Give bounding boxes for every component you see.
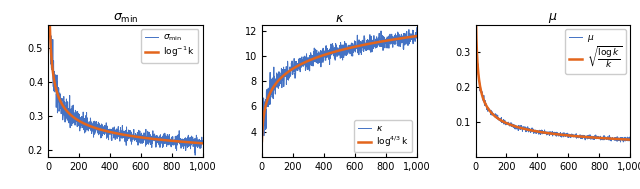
$\mu$ xyxy=(617,141,625,143)
$\kappa$ xyxy=(258,146,266,149)
$\log^{-1}\mathrm{k}$ xyxy=(165,139,173,142)
$\mu$ xyxy=(534,131,542,134)
$\log^{4/3}\mathrm{k}$ xyxy=(413,35,420,37)
$\log^{-1}\mathrm{k}$ xyxy=(168,140,175,142)
$\sqrt{\dfrac{\log k}{k}}$ xyxy=(540,131,548,134)
Legend: $\kappa$, $\log^{4/3}\mathrm{k}$: $\kappa$, $\log^{4/3}\mathrm{k}$ xyxy=(354,120,412,152)
$\sqrt{\dfrac{\log k}{k}}$ xyxy=(593,137,600,139)
$\sqrt{\dfrac{\log k}{k}}$ xyxy=(627,139,634,141)
$\mu$ xyxy=(578,137,586,140)
$\log^{4/3}\mathrm{k}$ xyxy=(321,54,328,56)
Line: $\log^{-1}\mathrm{k}$: $\log^{-1}\mathrm{k}$ xyxy=(48,0,203,143)
$\mu$ xyxy=(595,137,603,139)
$\log^{-1}\mathrm{k}$ xyxy=(113,132,120,134)
$\log^{-1}\mathrm{k}$ xyxy=(60,106,68,108)
$\log^{4/3}\mathrm{k}$ xyxy=(379,40,387,43)
$\log^{-1}\mathrm{k}$ xyxy=(150,138,158,140)
$\kappa$ xyxy=(379,37,387,39)
$\sigma_{\min}$ xyxy=(199,139,207,142)
$\kappa$ xyxy=(274,77,282,79)
Line: $\log^{4/3}\mathrm{k}$: $\log^{4/3}\mathrm{k}$ xyxy=(262,36,417,141)
Line: $\kappa$: $\kappa$ xyxy=(262,28,417,147)
$\kappa$ xyxy=(326,50,334,53)
$\log^{4/3}\mathrm{k}$ xyxy=(258,140,266,142)
$\sigma_{\min}$ xyxy=(107,129,115,132)
$\log^{4/3}\mathrm{k}$ xyxy=(326,52,334,54)
$\log^{-1}\mathrm{k}$ xyxy=(107,131,115,133)
$\sigma_{\min}$ xyxy=(60,109,68,111)
Title: $\kappa$: $\kappa$ xyxy=(335,12,344,25)
$\mu$ xyxy=(593,138,600,140)
$\mu$ xyxy=(488,113,495,115)
$\kappa$ xyxy=(258,141,266,143)
$\sqrt{\dfrac{\log k}{k}}$ xyxy=(578,136,586,138)
$\kappa$ xyxy=(413,27,420,29)
Line: $\sigma_{\min}$: $\sigma_{\min}$ xyxy=(48,0,203,155)
$\kappa$ xyxy=(365,42,372,44)
$\sqrt{\dfrac{\log k}{k}}$ xyxy=(534,131,542,133)
$\mu$ xyxy=(540,131,548,134)
$\log^{4/3}\mathrm{k}$ xyxy=(364,43,372,45)
$\log^{4/3}\mathrm{k}$ xyxy=(381,40,389,42)
$\log^{-1}\mathrm{k}$ xyxy=(199,142,207,144)
$\sigma_{\min}$ xyxy=(165,144,173,146)
Legend: $\mu$, $\sqrt{\dfrac{\log k}{k}}$: $\mu$, $\sqrt{\dfrac{\log k}{k}}$ xyxy=(565,29,626,74)
$\log^{4/3}\mathrm{k}$ xyxy=(274,80,282,82)
Legend: $\sigma_{\min}$, $\log^{-1}\mathrm{k}$: $\sigma_{\min}$, $\log^{-1}\mathrm{k}$ xyxy=(141,29,198,63)
$\sigma_{\min}$ xyxy=(113,133,120,135)
Title: $\mu$: $\mu$ xyxy=(548,11,557,25)
$\sqrt{\dfrac{\log k}{k}}$ xyxy=(595,137,603,139)
Line: $\sqrt{\dfrac{\log k}{k}}$: $\sqrt{\dfrac{\log k}{k}}$ xyxy=(476,0,630,140)
Title: $\sigma_{\min}$: $\sigma_{\min}$ xyxy=(113,12,138,25)
$\sigma_{\min}$ xyxy=(150,135,158,137)
$\sqrt{\dfrac{\log k}{k}}$ xyxy=(488,112,495,114)
Line: $\mu$: $\mu$ xyxy=(476,0,630,142)
$\kappa$ xyxy=(381,42,389,44)
$\sigma_{\min}$ xyxy=(168,136,175,138)
$\sigma_{\min}$ xyxy=(191,154,199,156)
$\mu$ xyxy=(627,139,634,141)
$\kappa$ xyxy=(321,51,328,53)
